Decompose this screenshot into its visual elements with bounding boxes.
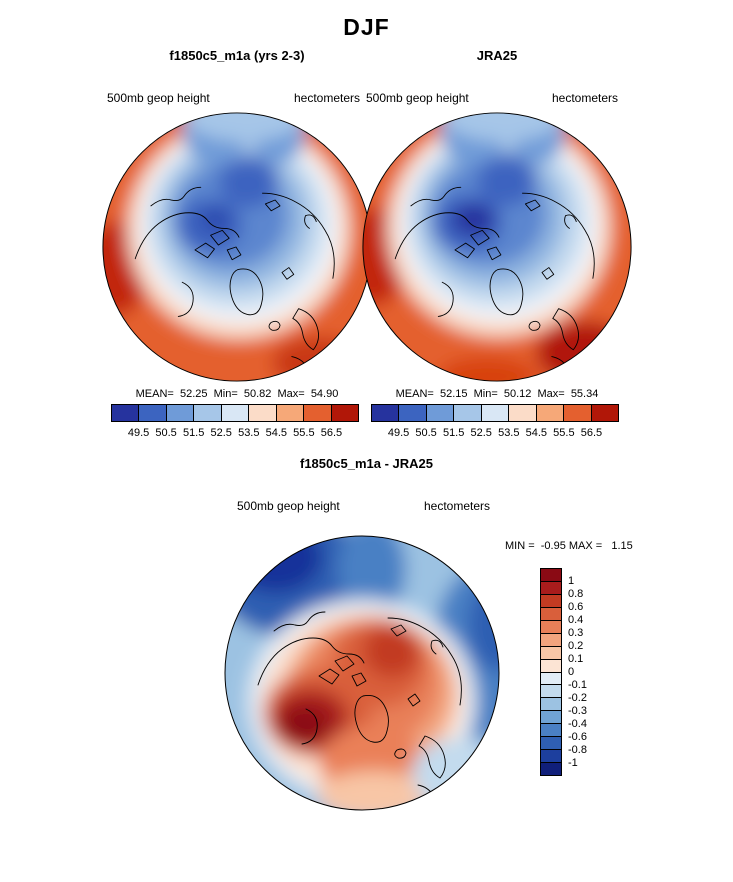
tick-label: 55.5	[553, 427, 575, 439]
figure-title: DJF	[343, 14, 390, 40]
tick-label: 0.1	[568, 653, 584, 665]
map-outline	[224, 535, 500, 811]
map-field-obs	[362, 112, 632, 382]
tick-label: 0.4	[568, 614, 584, 626]
tick-label: 54.5	[525, 427, 548, 439]
colorbar-obs	[371, 404, 619, 422]
tick-label: 0	[568, 666, 575, 678]
tick-label: -1	[568, 757, 578, 769]
tick-label: 50.5	[155, 427, 177, 439]
tick-label: 54.5	[265, 427, 288, 439]
tick-label: -0.3	[568, 705, 587, 717]
field-label-diff: 500mb geop height	[237, 499, 340, 513]
minmax-diff: MIN = -0.95 MAX = 1.15	[505, 540, 633, 552]
colorbar-ticks-diff: 1 0.8 0.6 0.4 0.3 0.2 0.1 0 -0.1 -0.2 -0…	[568, 568, 602, 776]
polar-map-model	[102, 112, 372, 382]
map-outline	[362, 112, 632, 382]
tick-label: -0.1	[568, 679, 587, 691]
stats-model: MEAN= 52.25 Min= 50.82 Max= 54.90	[135, 388, 339, 400]
tick-label: 53.5	[498, 427, 520, 439]
panel-title-model: f1850c5_m1a (yrs 2-3)	[169, 48, 305, 63]
units-label-diff: hectometers	[424, 499, 491, 513]
colorbar-ticks-obs: 49.5 50.5 51.5 52.5 53.5 54.5 55.5 56.5	[371, 427, 619, 441]
map-field-diff	[225, 536, 499, 810]
tick-label: 50.5	[415, 427, 437, 439]
colorbar-model	[111, 404, 359, 422]
polar-map-obs	[362, 112, 632, 382]
tick-label: 52.5	[210, 427, 232, 439]
field-label-model: 500mb geop height	[107, 91, 210, 105]
units-label-model: hectometers	[294, 91, 361, 105]
tick-label: 53.5	[238, 427, 260, 439]
tick-label: -0.6	[568, 731, 587, 743]
panel-title-diff: f1850c5_m1a - JRA25	[300, 456, 433, 471]
tick-label: 49.5	[387, 427, 410, 439]
tick-label: 0.6	[568, 601, 584, 613]
colorbar-ticks-model: 49.5 50.5 51.5 52.5 53.5 54.5 55.5 56.5	[111, 427, 359, 441]
tick-label: 51.5	[442, 427, 465, 439]
panel-title-obs: JRA25	[476, 48, 518, 63]
tick-label: 51.5	[182, 427, 205, 439]
tick-label: -0.8	[568, 744, 587, 756]
tick-label: 49.5	[127, 427, 150, 439]
stats-obs: MEAN= 52.15 Min= 50.12 Max= 55.34	[395, 388, 599, 400]
tick-label: 56.5	[580, 427, 603, 439]
field-label-obs: 500mb geop height	[366, 91, 469, 105]
tick-label: 1	[568, 575, 575, 587]
units-label-obs: hectometers	[552, 91, 619, 105]
tick-label: -0.2	[568, 692, 587, 704]
tick-label: 52.5	[470, 427, 492, 439]
tick-label: 0.8	[568, 588, 584, 600]
map-field-model	[102, 112, 372, 382]
tick-label: 56.5	[320, 427, 343, 439]
tick-label: 55.5	[293, 427, 315, 439]
colorbar-diff	[540, 568, 562, 776]
tick-label: 0.2	[568, 640, 584, 652]
tick-label: 0.3	[568, 627, 584, 639]
tick-label: -0.4	[568, 718, 587, 730]
polar-map-diff	[224, 535, 500, 811]
